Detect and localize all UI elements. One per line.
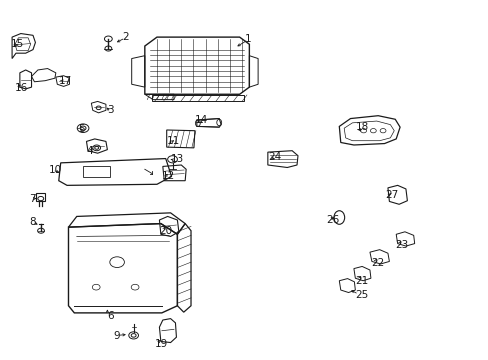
Bar (36, 193, 45, 202)
Text: 27: 27 (385, 190, 398, 200)
Text: 1: 1 (244, 34, 251, 44)
Text: 8: 8 (30, 217, 36, 227)
Text: 16: 16 (15, 83, 28, 93)
Text: 17: 17 (59, 76, 72, 86)
Text: 18: 18 (355, 122, 368, 132)
Text: 22: 22 (370, 258, 384, 268)
Text: 12: 12 (162, 171, 175, 181)
Text: 5: 5 (78, 124, 84, 134)
Text: 24: 24 (267, 152, 281, 162)
Text: 15: 15 (11, 39, 24, 49)
Text: 7: 7 (30, 194, 36, 203)
Text: 6: 6 (107, 311, 114, 321)
Text: 4: 4 (86, 147, 93, 157)
Text: 26: 26 (325, 215, 339, 225)
Text: 19: 19 (154, 339, 167, 348)
Text: 13: 13 (170, 154, 183, 164)
Text: 2: 2 (122, 32, 128, 42)
Text: 9: 9 (113, 332, 120, 342)
Text: 21: 21 (355, 276, 368, 286)
Text: 11: 11 (166, 136, 180, 147)
Bar (83, 166, 110, 177)
Text: 10: 10 (49, 165, 62, 175)
Text: 23: 23 (394, 240, 407, 250)
Text: 20: 20 (159, 226, 172, 236)
Text: 25: 25 (355, 290, 368, 300)
Text: 14: 14 (195, 115, 208, 125)
Text: 3: 3 (107, 105, 114, 115)
